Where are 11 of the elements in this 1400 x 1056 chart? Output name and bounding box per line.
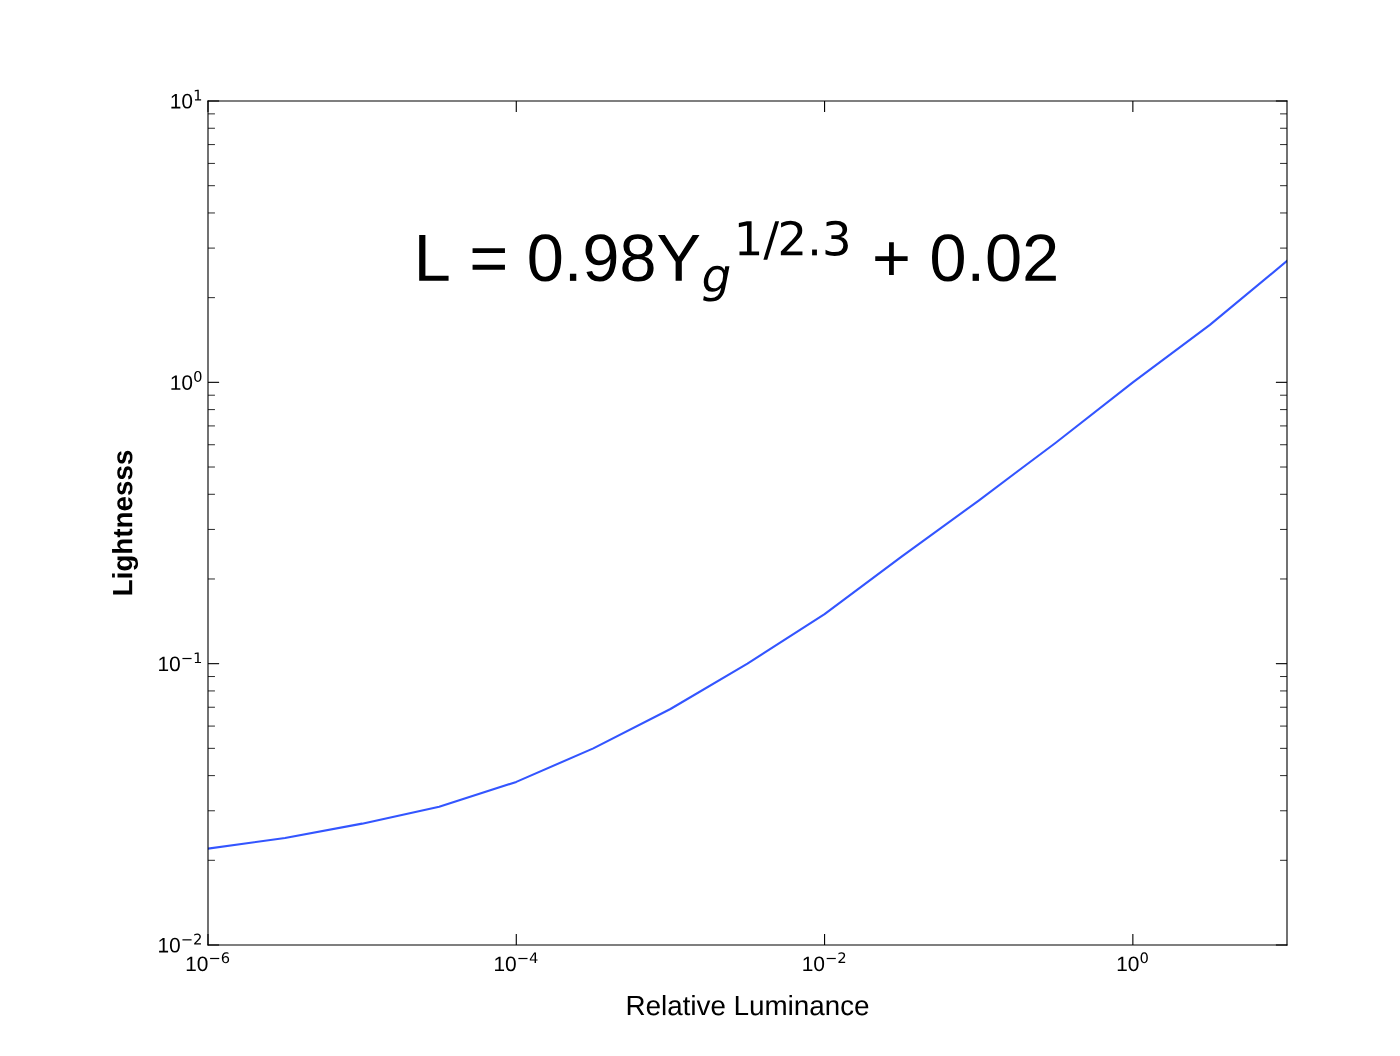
x-tick-label: 10$^{−2}$ bbox=[803, 952, 846, 972]
y-tick-label: 10$^{0}$ bbox=[171, 370, 202, 390]
y-tick-label: 10$^{−2}$ bbox=[159, 933, 201, 953]
x-axis-title: Relative Luminance bbox=[627, 994, 869, 1016]
y-tick-label: 10$^{1}$ bbox=[171, 89, 202, 109]
x-tick-label: 10$^{−6}$ bbox=[186, 952, 230, 972]
y-axis-title: Lightnesss bbox=[112, 450, 139, 595]
y-tick-label: 10$^{−1}$ bbox=[159, 652, 202, 672]
x-tick-label: 10$^{−4}$ bbox=[495, 952, 538, 972]
x-tick-label: 10$^{0}$ bbox=[1117, 952, 1148, 972]
annotation: L = 0.98Y$_{g}$$^{1/2.3}$ + 0.02 bbox=[419, 220, 1056, 302]
